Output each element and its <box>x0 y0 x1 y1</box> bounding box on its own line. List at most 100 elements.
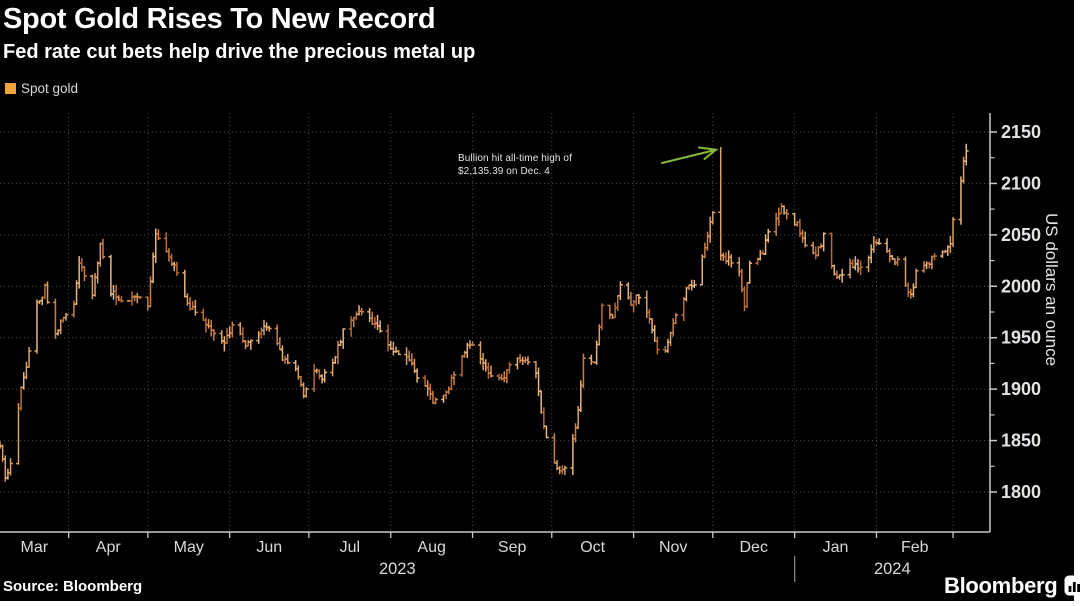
ohlc-bar <box>427 383 433 400</box>
ohlc-bar <box>45 281 50 304</box>
ohlc-bar <box>921 261 927 273</box>
ohlc-bar <box>266 325 272 332</box>
ohlc-bar <box>723 252 729 264</box>
ohlc-bar <box>258 327 264 339</box>
ohlc-bar <box>95 261 101 284</box>
x-month-label: Aug <box>417 539 445 556</box>
x-month-label: Jun <box>256 539 282 556</box>
ohlc-bar <box>282 355 288 365</box>
ohlc-bar <box>190 301 196 311</box>
ohlc-bar <box>100 238 106 260</box>
ohlc-bar <box>618 281 623 301</box>
ohlc-bar <box>628 291 634 306</box>
ohlc-bar <box>647 308 652 324</box>
ohlc-bar <box>757 249 763 261</box>
ohlc-bar <box>414 368 420 383</box>
ohlc-bar <box>507 361 512 374</box>
x-month-label: Mar <box>21 539 49 556</box>
ohlc-bar <box>385 324 391 352</box>
ohlc-bar <box>684 286 689 302</box>
ohlc-bar <box>21 372 27 390</box>
ohlc-bar <box>449 374 454 391</box>
x-month-label: Oct <box>580 539 605 556</box>
ohlc-bar <box>544 425 549 439</box>
y-tick-label: 2150 <box>1001 122 1041 142</box>
ohlc-bar <box>211 329 217 341</box>
ohlc-bar <box>295 365 301 380</box>
annotation-callout: Bullion hit all-time high of $2,135.39 o… <box>458 152 572 178</box>
ohlc-bar <box>58 319 64 335</box>
ohlc-bar <box>79 258 85 272</box>
ohlc-bar <box>113 284 119 306</box>
x-month-label: May <box>174 539 204 556</box>
ohlc-bar <box>929 255 935 270</box>
ohlc-bar <box>200 308 206 321</box>
ohlc-bar <box>8 458 13 476</box>
x-month-label: Dec <box>739 539 767 556</box>
ohlc-bars <box>0 143 969 482</box>
ohlc-bar <box>264 322 270 331</box>
y-tick-label: 1850 <box>1001 431 1041 451</box>
ohlc-bar <box>876 238 882 245</box>
ohlc-bar <box>525 356 531 366</box>
ohlc-bar <box>488 365 494 378</box>
ohlc-bar <box>718 147 724 261</box>
ohlc-bar <box>76 256 82 289</box>
ohlc-bar <box>963 143 969 166</box>
ohlc-bar <box>26 346 32 368</box>
x-month-label: Sep <box>498 539 527 556</box>
ohlc-bar <box>137 295 143 300</box>
ohlc-bar <box>166 248 172 262</box>
x-month-label: Jul <box>340 539 360 556</box>
ohlc-bar <box>736 257 742 277</box>
ohlc-bar <box>839 268 845 283</box>
y-tick-label: 2000 <box>1001 276 1041 296</box>
ohlc-bar <box>470 341 475 347</box>
ohlc-bar <box>670 318 676 337</box>
ohlc-bar <box>924 261 930 270</box>
ohlc-bar <box>773 212 779 237</box>
ohlc-bar <box>348 316 354 337</box>
ohlc-bar <box>779 203 784 215</box>
y-tick-label: 1950 <box>1001 328 1041 348</box>
ohlc-bar <box>742 286 747 312</box>
ohlc-bar <box>728 254 734 268</box>
ohlc-bar <box>517 354 523 364</box>
ohlc-bar <box>652 325 658 342</box>
ohlc-bar <box>97 242 103 267</box>
x-month-label: Feb <box>901 539 929 556</box>
ohlc-bar <box>396 349 402 356</box>
ohlc-bar <box>480 352 486 371</box>
ohlc-bar <box>274 324 280 346</box>
ohlc-bar <box>229 321 235 338</box>
ohlc-bar <box>377 320 383 333</box>
ohlc-bar <box>446 386 452 395</box>
legend: Spot gold <box>5 81 78 96</box>
ohlc-bar <box>338 339 343 347</box>
ohlc-bar <box>24 361 29 380</box>
ohlc-bar <box>892 258 898 266</box>
ohlc-bar <box>5 468 11 480</box>
gridlines <box>0 113 990 532</box>
annotation-arrow-icon <box>661 146 719 164</box>
ohlc-bar <box>681 297 687 322</box>
ohlc-bar <box>573 423 578 443</box>
ohlc-bar <box>599 303 605 330</box>
ohlc-bar <box>607 304 613 320</box>
ohlc-bar <box>182 269 188 298</box>
ohlc-bar <box>662 346 668 353</box>
ohlc-bar <box>145 296 151 311</box>
ohlc-bar <box>156 229 161 241</box>
ohlc-bar <box>932 253 937 261</box>
ohlc-bar <box>92 273 98 297</box>
ohlc-bar <box>871 236 877 253</box>
ohlc-bar <box>633 294 639 306</box>
ohlc-bar <box>654 336 660 355</box>
axes: 1800 1850 1900 1950 2000 2050 2100 2150 US dolla… <box>0 113 1061 582</box>
y-tick-label: 1800 <box>1001 482 1041 502</box>
ohlc-bar <box>905 282 911 298</box>
ohlc-bar <box>834 270 840 280</box>
ohlc-bar <box>913 268 919 289</box>
bloomberg-chart-icon <box>1064 575 1080 596</box>
